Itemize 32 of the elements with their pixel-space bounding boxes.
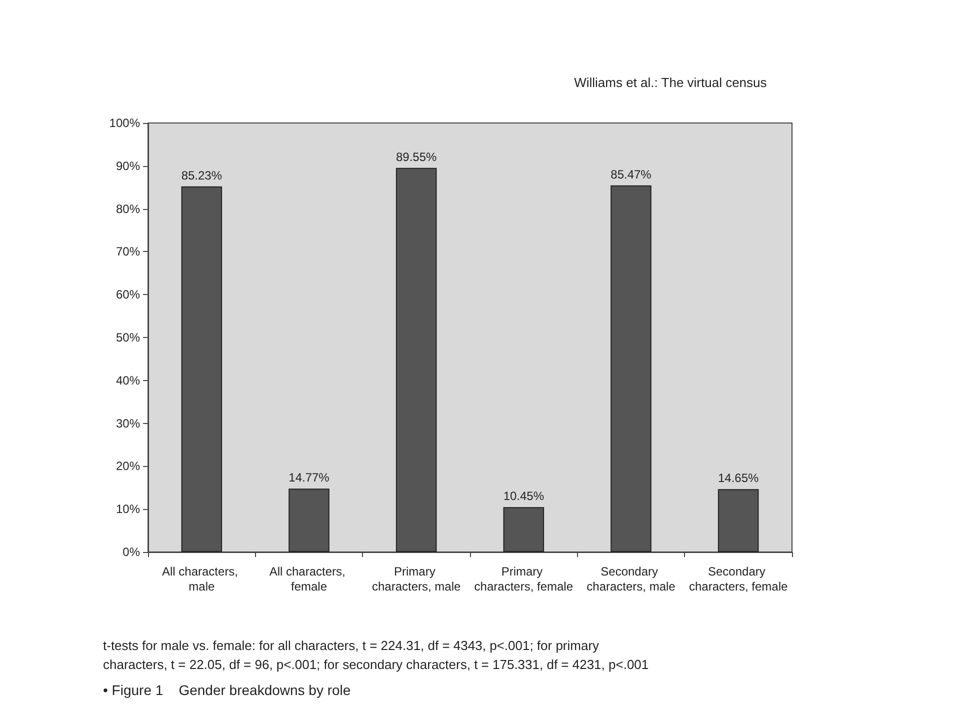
x-tick-label: Secondary characters, male bbox=[586, 564, 676, 594]
y-tick-label: 100% bbox=[109, 116, 140, 130]
y-tick-label: 50% bbox=[116, 330, 140, 344]
bar bbox=[718, 489, 759, 552]
data-label: 14.77% bbox=[288, 470, 330, 485]
bar bbox=[503, 507, 544, 552]
data-label: 85.23% bbox=[181, 168, 222, 182]
text: • Figure 1 Gender breakdowns by role bbox=[103, 682, 351, 698]
y-tick-label: 90% bbox=[116, 158, 140, 173]
x-tick-label: Secondary characters, female bbox=[688, 564, 788, 594]
text: Williams et al.: The virtual census bbox=[574, 75, 768, 90]
y-tick-label: 10% bbox=[116, 502, 140, 516]
y-tick-label: 30% bbox=[116, 416, 140, 430]
x-tick-label: All characters, male bbox=[162, 564, 242, 594]
y-tick-label: 0% bbox=[122, 545, 140, 559]
data-label: 14.65% bbox=[718, 471, 760, 486]
y-tick-label: 70% bbox=[116, 244, 140, 259]
x-tick-label: Primary characters, male bbox=[372, 564, 462, 594]
bar bbox=[610, 185, 652, 552]
y-tick-label: 80% bbox=[116, 202, 140, 216]
data-label: 89.55% bbox=[396, 150, 438, 164]
x-tick-label: Primary characters, female bbox=[474, 564, 574, 594]
bar bbox=[181, 186, 222, 552]
data-label: 85.47% bbox=[610, 167, 652, 182]
bar bbox=[288, 488, 330, 552]
y-tick-label: 20% bbox=[116, 459, 140, 474]
data-label: 10.45% bbox=[503, 489, 544, 504]
y-tick-label: 40% bbox=[116, 373, 140, 388]
x-tick-label: All characters, female bbox=[269, 564, 349, 594]
bar bbox=[396, 168, 437, 552]
text: t-tests for male vs. female: for all characters, t = 224.31, df = 4343, p<.001; for primary characters, t = 22.05, df = 96, p<.001; for secondary characters, t = 175.331, df = 4231, p<.001 bbox=[103, 638, 649, 672]
y-tick-label: 60% bbox=[116, 288, 140, 302]
